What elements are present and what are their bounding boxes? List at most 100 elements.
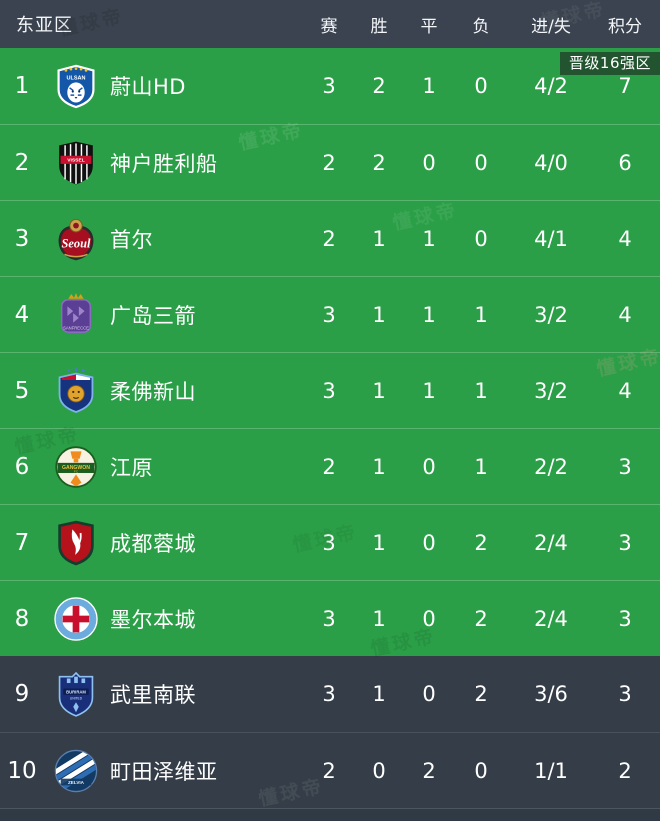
stat-points: 4 <box>618 302 632 327</box>
stat-played: 3 <box>322 606 336 631</box>
svg-text:GANGWON: GANGWON <box>62 464 90 470</box>
stat-played: 2 <box>322 454 336 479</box>
stat-goals: 2/4 <box>534 530 568 555</box>
stat-goals: 4/0 <box>534 150 568 175</box>
stat-won: 0 <box>372 758 386 783</box>
stat-played: 3 <box>322 682 336 706</box>
column-header-goals: 进/失 <box>531 16 571 37</box>
stat-drawn: 0 <box>422 150 436 175</box>
team-name: 武里南联 <box>110 683 196 707</box>
stat-points: 3 <box>618 682 632 706</box>
stat-goals: 2/4 <box>534 606 568 631</box>
stat-goals: 2/2 <box>534 454 568 479</box>
table-row[interactable]: 4 SANFRECCE 广岛三箭 3 1 1 1 3/2 4 <box>0 276 660 352</box>
stat-drawn: 0 <box>422 682 436 706</box>
stat-played: 2 <box>322 150 336 175</box>
table-row[interactable]: 9 BURIRAM UNITED 武里南联 3 1 0 2 3/6 3 <box>0 656 660 732</box>
stat-drawn: 1 <box>422 302 436 327</box>
stat-drawn: 0 <box>422 606 436 631</box>
stat-won: 1 <box>372 226 386 251</box>
stat-points: 6 <box>618 150 632 175</box>
team-name: 柔佛新山 <box>110 379 196 404</box>
svg-text:FC: FC <box>74 469 79 473</box>
column-header-lost: 负 <box>472 16 490 37</box>
melbourne-team-logo <box>44 596 108 641</box>
rank-number: 9 <box>14 681 30 707</box>
standings-rows: 1 ULSAN 蔚山HD 3 2 1 0 4/2 7 2 VISSEL 神户胜利… <box>0 48 660 808</box>
stat-goals: 1/1 <box>534 758 568 783</box>
stat-points: 3 <box>618 530 632 555</box>
stat-lost: 0 <box>474 226 488 251</box>
stat-points: 2 <box>618 758 632 783</box>
rank-number: 8 <box>14 605 30 632</box>
stat-lost: 2 <box>474 530 488 555</box>
stat-played: 3 <box>322 74 336 98</box>
stat-goals: 3/6 <box>534 682 568 706</box>
rank-number: 4 <box>14 301 30 328</box>
buriram-team-logo: BURIRAM UNITED <box>44 670 108 718</box>
gangwon-team-logo: GANGWON FC <box>44 444 108 490</box>
stat-lost: 2 <box>474 606 488 631</box>
stat-won: 1 <box>372 530 386 555</box>
svg-text:SANFRECCE: SANFRECCE <box>63 325 89 330</box>
qualification-zone-badge: 晋级16强区 <box>559 52 660 75</box>
team-name: 町田泽维亚 <box>110 759 218 784</box>
table-row[interactable]: 5 柔佛新山 3 1 1 1 3/2 4 <box>0 352 660 428</box>
team-name: 成都蓉城 <box>110 531 196 556</box>
table-row[interactable]: 1 ULSAN 蔚山HD 3 2 1 0 4/2 7 <box>0 48 660 124</box>
stat-won: 1 <box>372 454 386 479</box>
rank-number: 5 <box>14 377 30 404</box>
table-row[interactable]: 3 Seoul 首尔 2 1 1 0 4/1 4 <box>0 200 660 276</box>
zone-title: 东亚区 <box>16 15 73 36</box>
stat-drawn: 1 <box>422 378 436 403</box>
stat-drawn: 0 <box>422 530 436 555</box>
stat-lost: 2 <box>474 682 488 706</box>
column-header-points: 积分 <box>608 16 642 37</box>
team-name: 墨尔本城 <box>110 607 196 632</box>
column-header-won: 胜 <box>370 16 388 37</box>
stat-lost: 1 <box>474 378 488 403</box>
rank-number: 10 <box>7 757 37 784</box>
stat-won: 1 <box>372 682 386 706</box>
svg-text:BURIRAM: BURIRAM <box>66 689 86 694</box>
rank-number: 3 <box>14 225 30 252</box>
stat-lost: 1 <box>474 302 488 327</box>
stat-played: 3 <box>322 530 336 555</box>
stat-goals: 4/1 <box>534 226 568 251</box>
stat-lost: 0 <box>474 150 488 175</box>
team-name: 蔚山HD <box>110 75 186 99</box>
stat-lost: 0 <box>474 758 488 783</box>
ulsan-team-logo: ULSAN <box>44 62 108 110</box>
team-name: 神户胜利船 <box>110 151 218 176</box>
rank-number: 6 <box>14 453 30 480</box>
next-row-partial <box>0 808 660 821</box>
column-header-played: 赛 <box>320 16 338 37</box>
stat-won: 1 <box>372 378 386 403</box>
table-row[interactable]: 10 ZELVIA 町田泽维亚 2 0 2 0 1/1 2 <box>0 732 660 808</box>
stat-drawn: 1 <box>422 226 436 251</box>
stat-lost: 1 <box>474 454 488 479</box>
stat-played: 3 <box>322 378 336 403</box>
stat-played: 2 <box>322 226 336 251</box>
stat-played: 2 <box>322 758 336 783</box>
stat-won: 1 <box>372 606 386 631</box>
column-header-drawn: 平 <box>420 16 438 37</box>
rank-number: 1 <box>14 73 30 99</box>
svg-text:VISSEL: VISSEL <box>67 157 84 163</box>
stat-played: 3 <box>322 302 336 327</box>
team-name: 广岛三箭 <box>110 303 196 328</box>
svg-text:UNITED: UNITED <box>70 696 83 700</box>
seoul-team-logo: Seoul <box>44 215 108 263</box>
team-name: 江原 <box>110 455 153 480</box>
table-row[interactable]: 7 成都蓉城 3 1 0 2 2/4 3 <box>0 504 660 580</box>
table-row[interactable]: 2 VISSEL 神户胜利船 2 2 0 0 4/0 6 <box>0 124 660 200</box>
stat-points: 7 <box>618 74 632 98</box>
stat-goals: 3/2 <box>534 378 568 403</box>
table-row[interactable]: 8 墨尔本城 3 1 0 2 2/4 3 <box>0 580 660 656</box>
table-row[interactable]: 6 GANGWON FC 江原 2 1 0 1 2/2 3 <box>0 428 660 504</box>
jdt-team-logo <box>44 367 108 415</box>
stat-drawn: 0 <box>422 454 436 479</box>
stat-points: 4 <box>618 378 632 403</box>
table-header: 东亚区 赛 胜 平 负 进/失 积分 <box>0 0 660 48</box>
